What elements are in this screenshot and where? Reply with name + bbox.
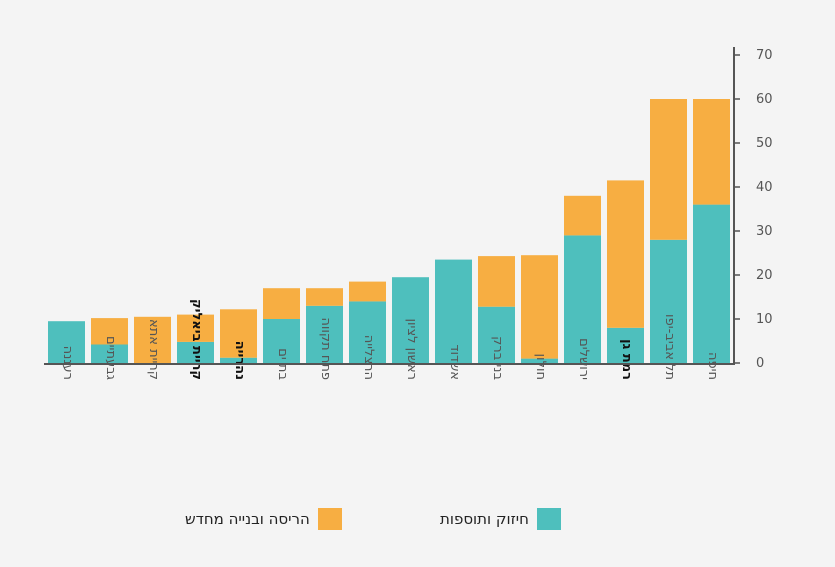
bar-segment-demolition-7 <box>349 281 386 302</box>
bar-segment-strengthening-5 <box>263 319 300 363</box>
stacked-bar-chart: רעננה גבעתיים קריית אתא קריית ביאליק נהרייה ב… <box>44 47 773 380</box>
bar-segment-strengthening-11 <box>521 358 558 363</box>
bar-segment-demolition-12 <box>564 195 601 236</box>
y-tick-label-6: 60 <box>756 92 773 107</box>
bar-segment-strengthening-9 <box>435 259 472 363</box>
x-tick-label-12: ירושלים <box>576 338 591 380</box>
bar-segment-demolition-3 <box>177 314 214 342</box>
legend-item-strengthening: חיזוק ותוספות <box>440 507 561 531</box>
bar-segment-demolition-1 <box>91 318 128 345</box>
x-tick-label-0: רעננה <box>60 346 75 380</box>
y-tick-label-1: 10 <box>756 312 773 327</box>
legend-label-strengthening: חיזוק ותוספות <box>440 510 529 528</box>
bar-segment-demolition-14 <box>650 99 687 240</box>
bar-segment-strengthening-8 <box>392 277 429 363</box>
x-tick-label-7: הרצלייה <box>361 335 376 380</box>
bar-segment-strengthening-10 <box>478 306 515 363</box>
y-tick-label-4: 40 <box>756 180 773 195</box>
legend-label-demolition: הריסה ובנייה מחדש <box>185 510 310 528</box>
bar-segment-strengthening-15 <box>693 204 730 363</box>
x-tick-label-6: פתח תקווה <box>318 317 333 380</box>
bar-segment-demolition-11 <box>521 255 558 359</box>
bar-segment-strengthening-3 <box>177 341 214 363</box>
legend-item-demolition: הריסה ובנייה מחדש <box>185 507 342 531</box>
bar-segment-strengthening-0 <box>48 321 85 363</box>
x-tick-label-9: אשדוד <box>447 344 462 380</box>
bar-segment-strengthening-13 <box>607 327 644 363</box>
x-tick-label-13: רמת גן <box>619 339 634 380</box>
bar-segment-strengthening-1 <box>91 344 128 363</box>
bar-segment-demolition-15 <box>693 99 730 205</box>
y-tick-label-7: 70 <box>756 48 773 63</box>
y-tick-label-0: 0 <box>756 356 764 371</box>
x-tick-label-2: קריית אתא <box>146 319 161 380</box>
x-tick-label-4: נהרייה <box>232 341 247 380</box>
x-tick-label-15: חיפה <box>705 352 720 380</box>
x-tick-label-1: גבעתיים <box>103 336 118 380</box>
x-tick-label-14: תל אביב-יפו <box>662 314 677 380</box>
bar-segment-demolition-4 <box>220 309 257 358</box>
bar-segment-demolition-10 <box>478 256 515 307</box>
bar-segment-demolition-6 <box>306 288 343 306</box>
bar-segment-demolition-2 <box>134 316 171 363</box>
x-tick-label-11: חולון <box>533 353 548 380</box>
x-tick-label-10: בני ברק <box>490 336 505 380</box>
bar-segment-strengthening-7 <box>349 301 386 363</box>
x-tick-label-3: קריית ביאליק <box>189 299 204 380</box>
bar-segment-strengthening-4 <box>220 357 257 363</box>
y-tick-label-2: 20 <box>756 268 773 283</box>
bar-segment-demolition-5 <box>263 288 300 319</box>
y-tick-label-3: 30 <box>756 224 773 239</box>
bar-segment-strengthening-12 <box>564 235 601 363</box>
legend-swatch-demolition <box>317 508 342 530</box>
x-tick-label-8: ראשון לציון <box>404 318 419 380</box>
y-tick-label-5: 50 <box>756 136 773 151</box>
legend-swatch-strengthening <box>536 508 561 530</box>
bar-segment-strengthening-6 <box>306 305 343 363</box>
bar-segment-strengthening-14 <box>650 239 687 363</box>
bar-segment-demolition-13 <box>607 180 644 328</box>
